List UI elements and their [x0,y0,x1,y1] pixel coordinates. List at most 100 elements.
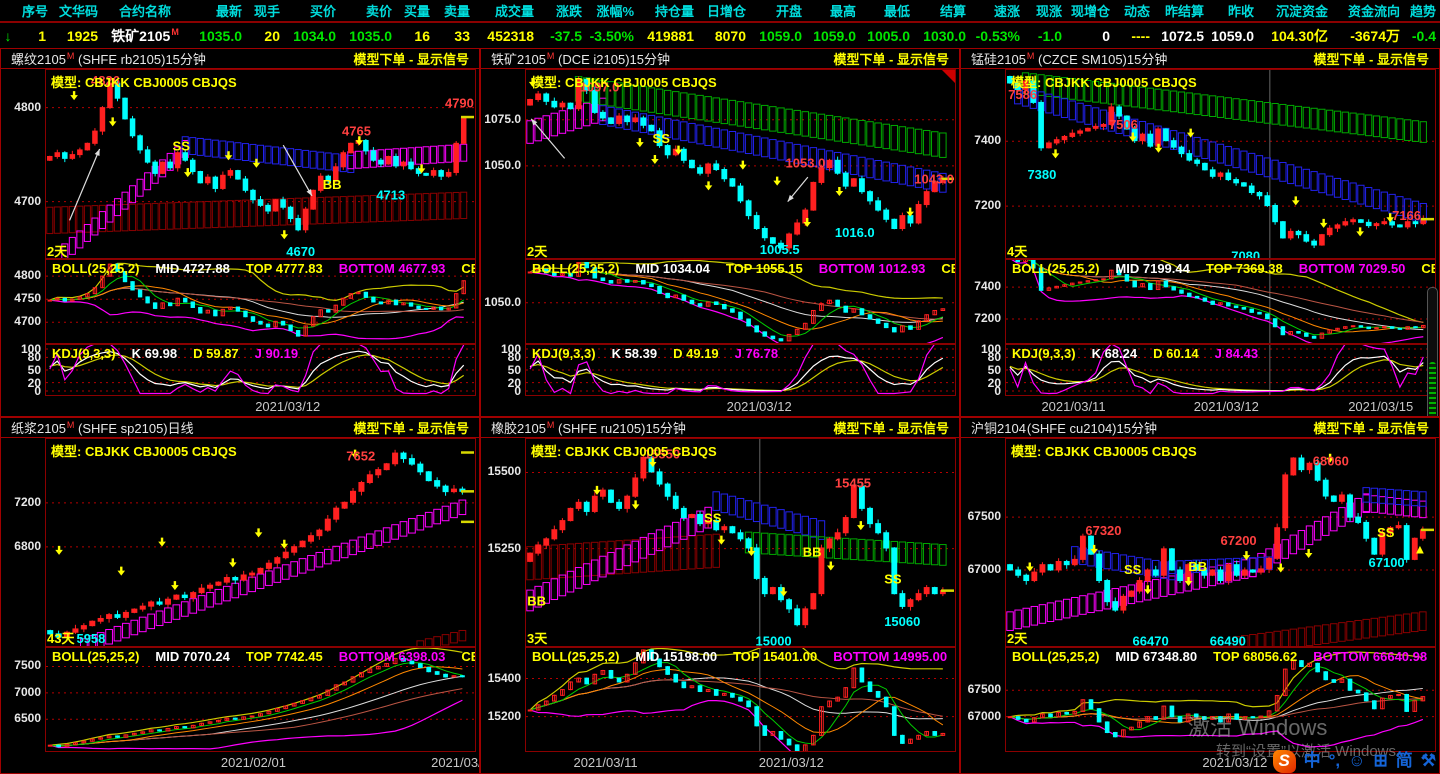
day-count-label: 2天 [1007,631,1028,646]
date-axis: 2021/03/12 [961,752,1439,772]
quote-header-12[interactable]: 持仓量 [654,4,694,19]
panel-title-bar[interactable]: 铁矿2105M (DCE i2105)15分钟 模型下单 - 显示信号 [481,49,959,69]
quote-header-3[interactable]: 最新 [215,4,242,19]
model-order-signal-toggle[interactable]: 模型下单 - 显示信号 [833,52,949,67]
quote-header-17[interactable]: 结算 [939,4,966,19]
svg-text:BB: BB [527,593,546,608]
boll-subchart[interactable]: BOLL(25,25,2) MID 7070.24 TOP 7742.45 BOTTO… [45,647,476,752]
panel-title-bar[interactable]: 纸浆2105M (SHFE sp2105)日线 模型下单 - 显示信号 [1,418,479,438]
quote-header-1[interactable]: 文华码 [58,4,98,19]
boll-subchart[interactable]: BOLL(25,25,2) MID 1034.04 TOP 1055.15 BOTTO… [525,259,956,344]
candlestick-chart[interactable]: 15550 15455 SS BB SS BB 15060 15000 [525,438,956,647]
svg-text:66470: 66470 [1133,634,1169,646]
scrollbar-thumb[interactable] [1429,362,1436,416]
axis-label: 7200 [974,198,1001,213]
chart-area[interactable]: 模型: CBJKK CBJ0005 CBJQS 43天 5958 7652 BOL… [1,438,479,773]
candlestick-chart[interactable]: 7652 [45,438,476,647]
chart-panel-3[interactable]: 纸浆2105M (SHFE sp2105)日线 模型下单 - 显示信号 模型: … [0,417,480,774]
boll-subchart[interactable]: BOLL(25,25,2) MID 7199.44 TOP 7369.38 BOTTO… [1005,259,1436,344]
punctuation-mode-icon[interactable]: °, [1328,751,1341,770]
quote-header-16[interactable]: 最低 [883,4,910,19]
price-axis-gutter: 15500 15250 15400 15200 [481,438,524,773]
boll-subchart[interactable]: BOLL(25,25,2) MID 15198.00 TOP 15401.00 BOT… [525,647,956,752]
svg-text:4670: 4670 [286,244,315,258]
candlestick-chart[interactable]: 68060 67320 67200 SS BB SS 67100 66470 66490 ▲ [1005,438,1436,647]
kdj-subchart[interactable]: KDJ(9,3,3) K 68.24 D 60.14 J 84.43 [1005,344,1436,396]
quote-header-8[interactable]: 卖量 [443,4,470,19]
chart-panel-0[interactable]: 螺纹2105M (SHFE rb2105)15分钟 模型下单 - 显示信号 模型… [0,48,480,417]
axis-label: 1050.0 [484,157,521,172]
quote-header-10[interactable]: 涨跌 [555,4,582,19]
quote-header-11[interactable]: 涨幅% [596,4,634,19]
axis-label: 80 [507,350,521,365]
kdj-subchart[interactable]: KDJ(9,3,3) K 58.39 D 49.19 J 76.78 [525,344,956,396]
emoji-picker-icon[interactable]: ☺ [1348,751,1366,770]
quote-header-20[interactable]: 现增仓 [1070,4,1110,19]
quote-header-18[interactable]: 速涨 [993,4,1020,19]
svg-text:66490: 66490 [1210,634,1246,646]
simplified-traditional-icon[interactable]: 简 [1395,751,1413,770]
chart-area[interactable]: 模型: CBJKK CBJ0005 CBJQS 4天 7586 7506 7380 7… [961,69,1439,416]
quote-header-26[interactable]: 趋势 [1409,4,1436,19]
quote-header-2[interactable]: 合约名称 [118,4,171,19]
quote-header-23[interactable]: 昨收 [1227,4,1254,19]
soft-keyboard-icon[interactable]: ⊞ [1373,751,1388,770]
model-order-signal-toggle[interactable]: 模型下单 - 显示信号 [1313,52,1429,67]
model-order-signal-toggle[interactable]: 模型下单 - 显示信号 [353,52,469,67]
chart-area[interactable]: 模型: CBJKK CBJ0005 CBJQS 3天 15550 15455 SS B… [481,438,959,773]
windows-activation-watermark: 激活 Windows [1188,715,1328,740]
chart-panel-5[interactable]: 沪铜2104(SHFE cu2104)15分钟 模型下单 - 显示信号 模型: … [960,417,1440,774]
quote-header-19[interactable]: 现涨 [1035,4,1062,19]
quote-header-9[interactable]: 成交量 [494,4,534,19]
boll-subchart[interactable]: BOLL(25,25,2) MID 67348.80 TOP 68056.62 BOT… [1005,647,1436,752]
quote-header-4[interactable]: 现手 [253,4,280,19]
quote-header-7[interactable]: 买量 [403,4,430,19]
model-order-signal-toggle[interactable]: 模型下单 - 显示信号 [1313,421,1429,436]
candlestick-chart[interactable]: 4826 4790 4765 4713 4670 SS BB [45,69,476,259]
axis-label: 50 [507,363,521,377]
quote-header-5[interactable]: 买价 [309,4,336,19]
quote-value-0: 1 [38,27,46,44]
chart-area[interactable]: 模型: CBJKK CBJ0005 CBJQS 2天 68060 67320 672… [961,438,1439,773]
chinese-english-toggle-icon[interactable]: 中 [1303,751,1321,770]
quote-header-15[interactable]: 最高 [829,4,856,19]
panel-title-bar[interactable]: 螺纹2105M (SHFE rb2105)15分钟 模型下单 - 显示信号 [1,49,479,69]
quote-value-row[interactable]: ↓ 1 1925 铁矿2105M 1035.0 20 1034.0 1035.0 16 33 452… [0,23,1440,48]
model-indicator-label: 模型: CBJKK CBJ0005 CBJQS [1011,444,1197,459]
quote-header-6[interactable]: 卖价 [365,4,392,19]
quote-header-13[interactable]: 日增仓 [706,4,746,19]
ime-toolbar[interactable]: S 中 °, ☺ ⊞ 简 ⚒ [1272,749,1436,773]
axis-label: 50 [987,363,1001,377]
candlestick-chart[interactable]: 1097.0 SS 1053.0 1043.0 1016.0 1005.5 [525,69,956,259]
toolbox-icon[interactable]: ⚒ [1420,751,1436,770]
panel-title-bar[interactable]: 锰硅2105M (CZCE SM105)15分钟 模型下单 - 显示信号 [961,49,1439,69]
quote-value-11: -3.50% [589,27,634,44]
boll-name: BOLL(25,25,2) [1012,649,1100,664]
panel-title-bar[interactable]: 橡胶2105M (SHFE ru2105)15分钟 模型下单 - 显示信号 [481,418,959,438]
model-order-signal-toggle[interactable]: 模型下单 - 显示信号 [353,421,469,436]
boll-indicator-header: BOLL(25,25,2) MID 7070.24 TOP 7742.45 BOTTO… [52,649,475,664]
quote-header-0[interactable]: 序号 [22,4,49,19]
windows-activation-hint: 转到“设置”以激活 Windows。 [1216,743,1412,760]
direction-arrow-icon: ↓ [4,27,12,44]
boll-svg [526,260,955,343]
chart-area[interactable]: 模型: CBJKK CBJ0005 CBJQS 2天 4826 4790 4765 4… [1,69,479,416]
panel-title-bar[interactable]: 沪铜2104(SHFE cu2104)15分钟 模型下单 - 显示信号 [961,418,1439,438]
chart-panel-1[interactable]: 铁矿2105M (DCE i2105)15分钟 模型下单 - 显示信号 模型: … [480,48,960,417]
kdj-subchart[interactable]: KDJ(9,3,3) K 69.98 D 59.87 J 90.19 [45,344,476,396]
chart-area[interactable]: 模型: CBJKK CBJ0005 CBJQS 2天 1097.0 SS 1053.… [481,69,959,416]
quote-header-25[interactable]: 资金流向 [1347,4,1400,19]
contract-title: 沪铜2104(SHFE cu2104)15分钟 [971,421,1157,436]
quote-header-22[interactable]: 昨结算 [1164,4,1204,19]
sogou-logo[interactable]: S [1272,749,1296,773]
candlestick-chart[interactable]: 7586 7506 7380 7166 7080 [1005,69,1436,259]
scrollbar[interactable] [1427,287,1438,416]
model-order-signal-toggle[interactable]: 模型下单 - 显示信号 [833,421,949,436]
quote-value-26: -0.4 [1411,27,1436,44]
quote-header-21[interactable]: 动态 [1123,4,1150,19]
chart-panel-4[interactable]: 橡胶2105M (SHFE ru2105)15分钟 模型下单 - 显示信号 模型… [480,417,960,774]
boll-subchart[interactable]: BOLL(25,25,2) MID 4727.88 TOP 4777.83 BOTTO… [45,259,476,344]
chart-panel-2[interactable]: 锰硅2105M (CZCE SM105)15分钟 模型下单 - 显示信号 模型:… [960,48,1440,417]
quote-header-14[interactable]: 开盘 [775,4,802,19]
quote-header-24[interactable]: 沉淀资金 [1275,4,1328,19]
